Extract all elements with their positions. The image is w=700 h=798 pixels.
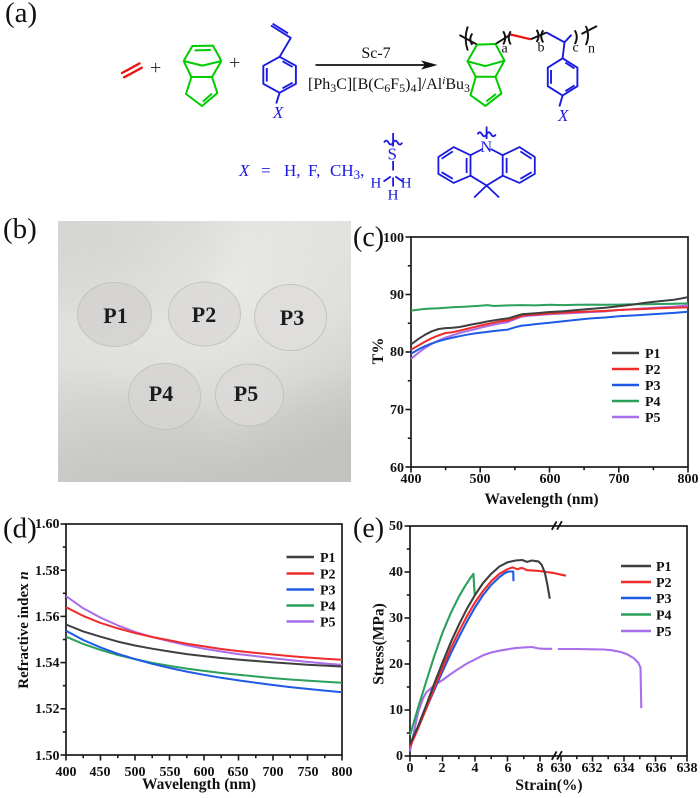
svg-text:P1: P1 [656,560,672,575]
svg-text:P4: P4 [320,600,336,615]
svg-text:1.58: 1.58 [35,564,60,579]
svg-text:450: 450 [90,765,111,780]
svg-text:1.52: 1.52 [35,702,60,717]
svg-text:b: b [538,41,545,56]
svg-text:Wavelength (nm): Wavelength (nm) [142,776,256,793]
svg-text:(c): (c) [353,222,384,253]
svg-text:100: 100 [383,231,404,246]
svg-text:P5: P5 [320,616,336,631]
svg-text:P3: P3 [280,305,304,330]
svg-text:1.50: 1.50 [35,749,60,764]
svg-text:P2: P2 [645,363,661,378]
svg-text:P2: P2 [192,302,216,327]
svg-text:700: 700 [609,472,630,487]
svg-text:600: 600 [194,765,215,780]
svg-text:800: 800 [678,472,699,487]
svg-text:P5: P5 [656,625,672,640]
svg-text:40: 40 [389,565,403,580]
svg-text:634: 634 [614,761,635,776]
svg-text:60: 60 [390,461,404,476]
svg-text:600: 600 [540,472,561,487]
svg-text:P2: P2 [320,568,336,583]
svg-text:T%: T% [370,338,387,365]
svg-text:F,: F, [308,161,320,180]
svg-text:650: 650 [228,765,249,780]
svg-text:6: 6 [505,761,512,776]
svg-text:0: 0 [396,749,403,764]
svg-text:P4: P4 [656,609,672,624]
svg-text:80: 80 [390,345,404,360]
svg-text:X: X [238,161,250,180]
svg-text:(e): (e) [353,513,384,544]
svg-text:P2: P2 [656,576,672,591]
svg-text:550: 550 [160,765,181,780]
svg-text:c: c [573,41,579,56]
svg-text:500: 500 [470,472,491,487]
svg-text:90: 90 [390,288,404,303]
svg-text:X: X [557,106,569,125]
svg-text:n: n [588,42,595,57]
svg-text:P4: P4 [645,395,661,410]
svg-text:1.60: 1.60 [35,517,60,532]
svg-text:630: 630 [551,761,572,776]
svg-text:+: + [229,52,240,74]
svg-text:P3: P3 [656,592,672,607]
svg-text:800: 800 [332,765,353,780]
svg-text:632: 632 [582,761,603,776]
svg-text:P1: P1 [645,347,661,362]
svg-text:700: 700 [263,765,284,780]
svg-text:1.54: 1.54 [35,656,60,671]
svg-text:638: 638 [677,761,698,776]
svg-text:(a): (a) [5,0,37,29]
svg-text:0: 0 [407,761,414,776]
svg-text:P3: P3 [320,584,336,599]
svg-text:N: N [481,139,493,156]
svg-text:Sc-7: Sc-7 [361,45,390,62]
svg-text:[Ph3C][B(C6F5)4]/AliBu3: [Ph3C][B(C6F5)4]/AliBu3 [308,75,470,95]
svg-text:H: H [371,176,382,192]
svg-text:4: 4 [472,761,479,776]
svg-text:400: 400 [401,472,422,487]
svg-text:2: 2 [439,761,446,776]
svg-text:636: 636 [646,761,667,776]
svg-text:P3: P3 [645,379,661,394]
svg-text:H: H [388,188,399,204]
svg-text:Strain(%): Strain(%) [515,777,582,794]
svg-text:(b): (b) [3,213,37,245]
svg-text:30: 30 [389,611,403,626]
svg-text:(d): (d) [3,513,37,545]
svg-text:1.56: 1.56 [35,610,60,625]
svg-text:P5: P5 [234,381,258,406]
svg-text:Wavelength (nm): Wavelength (nm) [484,491,598,508]
svg-text:Refractive index n: Refractive index n [16,571,32,688]
svg-text:P1: P1 [320,551,336,566]
svg-text:P1: P1 [103,303,127,328]
svg-text:+: + [150,57,161,79]
svg-text:=: = [261,161,271,180]
svg-text:20: 20 [389,657,403,672]
svg-text:X: X [272,103,284,122]
svg-text:500: 500 [125,765,146,780]
svg-text:a: a [502,42,509,57]
svg-text:S: S [388,145,397,164]
svg-text:8: 8 [537,761,544,776]
svg-text:50: 50 [389,519,403,534]
svg-text:H: H [401,176,412,192]
svg-text:70: 70 [390,403,404,418]
svg-text:400: 400 [56,765,77,780]
svg-text:P5: P5 [645,411,661,426]
svg-text:10: 10 [389,703,403,718]
svg-text:750: 750 [298,765,319,780]
svg-text:H,: H, [284,161,301,180]
svg-text:Stress(MPa): Stress(MPa) [371,603,388,685]
svg-text:CH3,: CH3, [330,161,364,182]
svg-text:P4: P4 [149,381,173,406]
